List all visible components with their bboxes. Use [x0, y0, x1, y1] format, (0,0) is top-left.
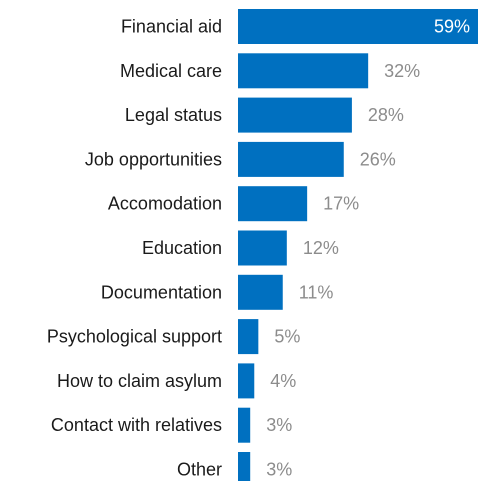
bar [238, 186, 308, 222]
category-label: Contact with relatives [51, 415, 222, 435]
category-label: Psychological support [47, 327, 222, 347]
value-label: 3% [266, 460, 292, 480]
category-label: Education [142, 238, 222, 258]
category-label: Accomodation [108, 194, 222, 214]
bar [238, 53, 369, 89]
bar [238, 97, 352, 133]
value-label: 3% [266, 415, 292, 435]
value-label: 11% [299, 282, 334, 302]
category-label: How to claim asylum [57, 371, 222, 391]
bar [238, 452, 251, 481]
value-label: 59% [434, 17, 470, 37]
category-label: Financial aid [121, 17, 222, 37]
bar [238, 319, 259, 355]
category-label: Medical care [120, 61, 222, 81]
value-label: 5% [274, 327, 300, 347]
bar [238, 407, 251, 443]
bar [238, 363, 255, 399]
category-label: Legal status [125, 105, 222, 125]
value-label: 32% [384, 61, 420, 81]
value-label: 17% [323, 194, 359, 214]
bars-group: Financial aid 59% Medical care 32% Legal sta… [47, 9, 478, 481]
bar [238, 274, 283, 310]
value-label: 12% [303, 238, 339, 258]
bar [238, 141, 344, 177]
category-label: Documentation [101, 282, 222, 302]
bar [238, 230, 287, 266]
value-label: 4% [270, 371, 296, 391]
value-label: 28% [368, 105, 404, 125]
bar [238, 9, 478, 44]
category-label: Job opportunities [85, 149, 222, 169]
value-label: 26% [360, 149, 396, 169]
category-label: Other [177, 460, 222, 480]
